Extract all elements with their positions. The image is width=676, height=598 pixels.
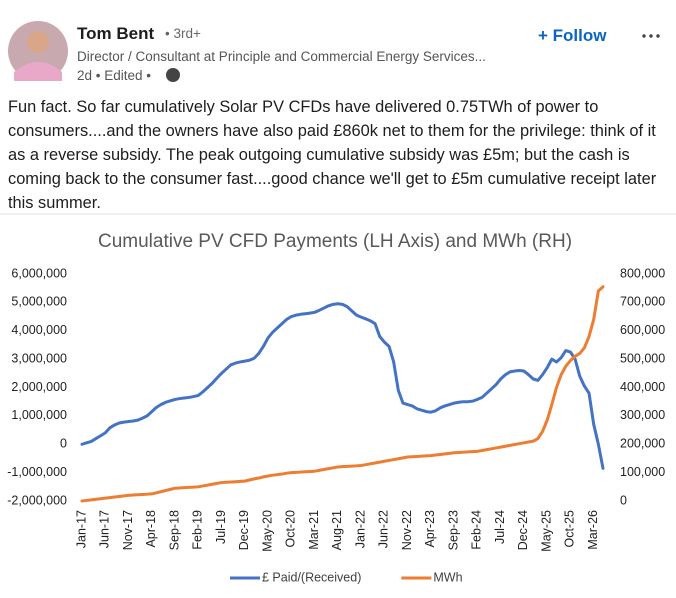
y-tick-label: 5,000,000 <box>11 295 67 309</box>
series-line <box>80 302 605 470</box>
x-tick-label: Nov-17 <box>121 510 135 550</box>
series-line <box>80 285 605 503</box>
post-header-art <box>0 21 676 215</box>
y2-tick-label: 500,000 <box>620 351 665 365</box>
y2-tick-label: 800,000 <box>620 266 665 280</box>
x-tick-label: Mar-26 <box>586 510 600 550</box>
y-tick-label: 0 <box>60 437 67 451</box>
connection-degree: • 3rd+ <box>165 26 201 41</box>
follow-button[interactable]: + Follow <box>538 26 607 45</box>
x-tick-label: May-20 <box>260 510 274 552</box>
legend-label: £ Paid/(Received) <box>262 570 361 584</box>
x-tick-label: May-25 <box>539 510 553 552</box>
menu-dot[interactable] <box>649 34 653 38</box>
y2-tick-label: 600,000 <box>620 323 665 337</box>
menu-dot[interactable] <box>642 34 646 38</box>
y2-tick-label: 700,000 <box>620 295 665 309</box>
author-headline: Director / Consultant at Principle and C… <box>77 49 486 64</box>
y-tick-label: 6,000,000 <box>11 266 67 280</box>
menu-dot[interactable] <box>656 34 660 38</box>
chart-title: Cumulative PV CFD Payments (LH Axis) and… <box>98 231 572 252</box>
chart: Cumulative PV CFD Payments (LH Axis) and… <box>7 231 665 584</box>
x-tick-label: Jan-22 <box>353 510 367 548</box>
y2-tick-label: 300,000 <box>620 408 665 422</box>
x-tick-label: Feb-19 <box>191 510 205 550</box>
x-tick-label: Jun-17 <box>98 510 112 548</box>
x-tick-label: Aug-21 <box>330 510 344 550</box>
x-tick-label: Jul-24 <box>493 510 507 544</box>
x-tick-label: Jun-22 <box>377 510 391 548</box>
y-tick-label: -1,000,000 <box>7 465 67 479</box>
x-tick-label: Sep-18 <box>167 510 181 550</box>
y-tick-label: 1,000,000 <box>11 408 67 422</box>
x-tick-label: Jul-19 <box>214 510 228 544</box>
y-tick-label: -2,000,000 <box>7 493 67 507</box>
avatar-shirt <box>14 62 62 81</box>
y-tick-label: 3,000,000 <box>11 351 67 365</box>
post-body: Fun fact. So far cumulatively Solar PV C… <box>8 98 657 212</box>
x-tick-label: Dec-24 <box>516 510 530 550</box>
avatar-face <box>27 31 49 53</box>
author-name[interactable]: Tom Bent <box>77 24 155 43</box>
x-tick-label: Apr-23 <box>423 510 437 548</box>
post-meta: 2d • Edited • <box>77 68 151 83</box>
globe-icon <box>166 68 180 82</box>
x-tick-label: Dec-19 <box>237 510 251 550</box>
legend-label: MWh <box>433 570 462 584</box>
x-tick-label: Oct-20 <box>284 510 298 548</box>
x-tick-label: Mar-21 <box>307 510 321 550</box>
y-tick-label: 2,000,000 <box>11 380 67 394</box>
x-tick-label: Apr-18 <box>144 510 158 548</box>
x-tick-label: Nov-22 <box>400 510 414 550</box>
x-tick-label: Sep-23 <box>446 510 460 550</box>
y2-tick-label: 100,000 <box>620 465 665 479</box>
x-tick-label: Oct-25 <box>563 510 577 548</box>
x-tick-label: Feb-24 <box>470 510 484 550</box>
y-tick-label: 4,000,000 <box>11 323 67 337</box>
y2-tick-label: 0 <box>620 493 627 507</box>
y2-tick-label: 400,000 <box>620 380 665 394</box>
x-tick-label: Jan-17 <box>74 510 88 548</box>
y2-tick-label: 200,000 <box>620 437 665 451</box>
